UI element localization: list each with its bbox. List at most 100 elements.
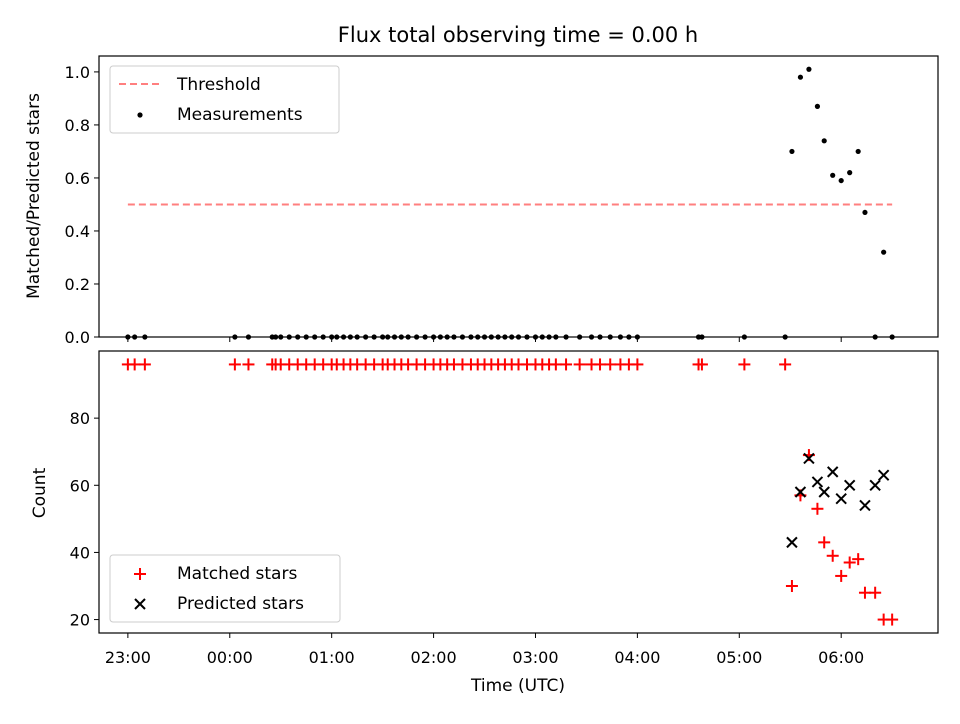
measurement-point (553, 334, 559, 340)
measurement-point (539, 334, 545, 340)
x-tick-label: 01:00 (309, 648, 355, 667)
matched-star-point (843, 556, 856, 569)
top-y-tick-label: 0.6 (65, 169, 90, 188)
bottom-y-tick-label: 40 (70, 543, 90, 562)
predicted-star-stroke (811, 476, 824, 488)
measurement-point (699, 334, 705, 340)
measurement-point (295, 334, 301, 340)
measurement-point (872, 334, 878, 340)
predicted-star-point (869, 479, 881, 491)
bottom-legend: Matched stars Predicted stars (109, 554, 341, 623)
measurement-point (838, 177, 844, 184)
predicted-star-stroke (859, 499, 871, 512)
measurement-point (451, 334, 457, 340)
matched-star-point (811, 502, 824, 515)
measurement-point (142, 334, 148, 340)
measurement-point (340, 334, 347, 340)
matched-star-point (128, 358, 141, 371)
measurement-point (363, 334, 369, 340)
matched-star-point (785, 580, 798, 592)
x-tick-label: 02:00 (411, 648, 457, 667)
predicted-star-stroke (835, 493, 847, 505)
matched-star-point (858, 586, 871, 599)
x-tick-label: 00:00 (207, 648, 253, 667)
measurement-point (821, 138, 827, 144)
matched-star-point (779, 358, 792, 371)
x-tick-label: 03:00 (512, 648, 558, 667)
bottom-panel (98, 350, 939, 634)
bottom-y-tick-label: 20 (70, 611, 90, 630)
top-legend-box (109, 65, 340, 134)
x-tick-label: 04:00 (614, 648, 660, 667)
measurement-point (273, 334, 279, 340)
matched-star-point (818, 536, 831, 549)
measurement-point (444, 334, 450, 340)
measurement-point (634, 334, 640, 340)
measurement-point (132, 334, 138, 340)
measurement-point (334, 334, 340, 340)
measurement-point (588, 334, 595, 340)
top-y-tick-label: 0.4 (65, 222, 90, 241)
predicted-star-point (811, 476, 824, 488)
measurement-point (597, 334, 603, 340)
measurement-point (422, 334, 428, 340)
predicted-star-stroke (877, 469, 890, 481)
matched-star-point (138, 358, 151, 371)
measurement-point (524, 334, 530, 340)
measurement-point (459, 334, 466, 340)
matched-star-point (594, 358, 607, 371)
measurement-point (232, 334, 238, 340)
measurement-point (881, 249, 887, 255)
measurement-point (371, 334, 377, 340)
measurement-point (488, 334, 494, 340)
matched-star-point (869, 586, 882, 599)
matched-star-point (560, 358, 573, 371)
predicted-star-point (859, 499, 871, 512)
matched-star-point (228, 358, 241, 371)
measurement-point (509, 334, 515, 340)
matched-star-point (573, 358, 586, 371)
bottom-y-tick-label: 80 (70, 409, 90, 428)
chart-title: Flux total observing time = 0.00 h (338, 23, 698, 47)
measurement-point (245, 334, 252, 340)
predicted-star-point (803, 452, 815, 465)
predicted-star-point (835, 493, 847, 505)
measurement-point (413, 334, 420, 340)
predicted-star-point (826, 466, 839, 478)
matched-star-point (826, 549, 839, 562)
top-y-tick-label: 0.0 (65, 328, 90, 347)
predicted-star-stroke (869, 479, 881, 491)
measurement-point (889, 334, 895, 340)
measurement-point (320, 334, 326, 340)
measurement-point (303, 334, 309, 340)
bottom-y-axis-label: Count (30, 467, 50, 518)
measurement-point (855, 148, 861, 155)
matched-star-point (549, 358, 562, 371)
measurement-point (380, 334, 386, 340)
measurement-point (532, 334, 539, 340)
matched-star-point (835, 569, 848, 582)
top-y-tick-label: 0.8 (65, 116, 90, 135)
threshold-legend-label: Threshold (176, 75, 261, 95)
measurement-point (354, 334, 360, 340)
measurement-point (789, 148, 795, 155)
measurement-point (607, 334, 613, 340)
predicted-star-point (843, 479, 856, 491)
measurement-point (515, 334, 522, 340)
measurement-point (475, 334, 481, 340)
top-y-tick-label: 1.0 (65, 63, 90, 82)
measurement-point (385, 334, 391, 340)
predicted-star-stroke (843, 479, 856, 491)
measurement-point (797, 74, 804, 80)
measurement-point (398, 334, 404, 340)
measurement-point (862, 209, 868, 216)
matched-star-point (852, 553, 865, 566)
predicted-legend-label: Predicted stars (177, 594, 304, 614)
measurement-point (626, 334, 632, 340)
predicted-star-stroke (818, 486, 830, 498)
measurement-point (468, 334, 474, 340)
predicted-star-stroke (803, 452, 815, 465)
matched-legend-label: Matched stars (177, 564, 297, 584)
top-legend: Threshold Measurements (109, 65, 340, 134)
measurement-point (617, 334, 624, 340)
